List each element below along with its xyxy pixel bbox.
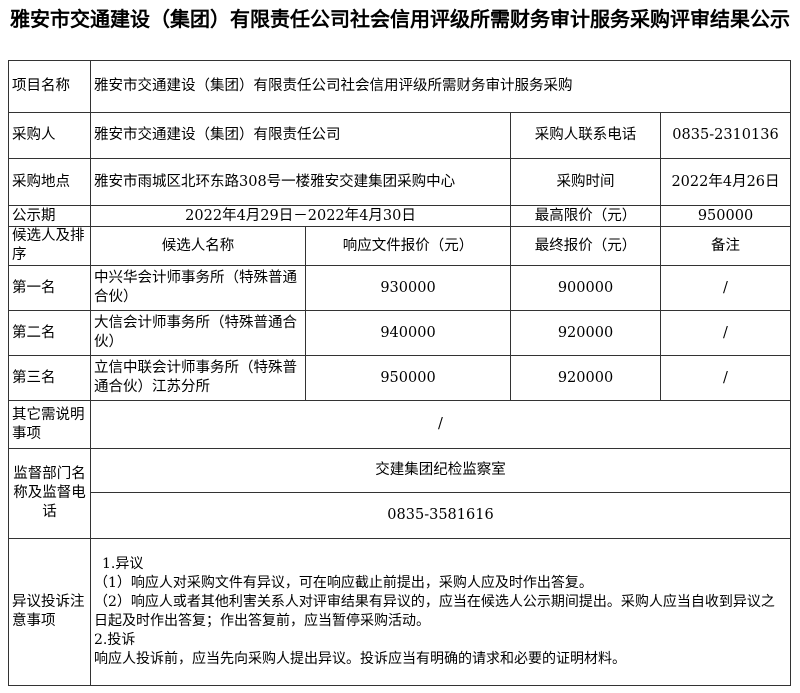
note-line: （1）响应人对采购文件有异议，可在响应截止前提出，采购人应及时作出答复。 <box>94 575 593 591</box>
buyer-row: 采购人 雅安市交通建设（集团）有限责任公司 采购人联系电话 0835-23101… <box>8 112 791 159</box>
period-value: 2022年4月29日－2022年4月30日 <box>90 205 511 227</box>
candidate-rank: 第三名 <box>8 355 91 401</box>
candidate-rank: 第二名 <box>8 310 91 356</box>
location-row: 采购地点 雅安市雨城区北环东路308号一楼雅安交建集团采购中心 采购时间 202… <box>8 158 791 206</box>
other-row: 其它需说明事项 / <box>8 400 791 449</box>
time-value: 2022年4月26日 <box>660 158 791 206</box>
header-name: 候选人名称 <box>90 226 306 266</box>
location-label: 采购地点 <box>8 158 91 206</box>
candidate-note: / <box>660 310 791 356</box>
candidate-note: / <box>660 265 791 311</box>
candidate-name: 立信中联会计师事务所（特殊普通合伙）江苏分所 <box>90 355 306 401</box>
project-value: 雅安市交通建设（集团）有限责任公司社会信用评级所需财务审计服务采购 <box>90 60 791 113</box>
header-rank: 候选人及排序 <box>8 226 91 266</box>
max-price-value: 950000 <box>660 205 791 227</box>
location-value: 雅安市雨城区北环东路308号一楼雅安交建集团采购中心 <box>90 158 511 206</box>
supervision-label: 监督部门名称及监督电话 <box>8 448 91 539</box>
candidate-note: / <box>660 355 791 401</box>
complaint-notes: 1.异议 （1）响应人对采购文件有异议，可在响应截止前提出，采购人应及时作出答复… <box>90 538 791 686</box>
candidate-rank: 第一名 <box>8 265 91 311</box>
candidate-bid: 930000 <box>305 265 511 311</box>
candidate-final: 900000 <box>510 265 661 311</box>
period-label: 公示期 <box>8 205 91 227</box>
result-table: 项目名称 雅安市交通建设（集团）有限责任公司社会信用评级所需财务审计服务采购 采… <box>8 60 791 686</box>
max-price-label: 最高限价（元） <box>510 205 661 227</box>
period-row: 公示期 2022年4月29日－2022年4月30日 最高限价（元） 950000 <box>8 205 791 227</box>
header-final: 最终报价（元） <box>510 226 661 266</box>
project-label: 项目名称 <box>8 60 91 113</box>
supervision-row: 监督部门名称及监督电话 交建集团纪检监察室 <box>8 448 791 539</box>
candidate-name: 中兴华会计师事务所（特殊普通合伙） <box>90 265 306 311</box>
buyer-phone-label: 采购人联系电话 <box>510 112 661 159</box>
supervision-phone: 0835-3581616 <box>90 492 791 539</box>
candidate-bid: 940000 <box>305 310 511 356</box>
header-bid: 响应文件报价（元） <box>305 226 511 266</box>
supervision-phone-row: 0835-3581616 <box>9 492 791 539</box>
header-note: 备注 <box>660 226 791 266</box>
candidate-row: 第一名 中兴华会计师事务所（特殊普通合伙） 930000 900000 / <box>8 265 791 311</box>
other-value: / <box>90 400 791 449</box>
time-label: 采购时间 <box>510 158 661 206</box>
note-line: 响应人投诉前，应当先向采购人提出异议。投诉应当有明确的请求和必要的证明材料。 <box>94 651 626 667</box>
buyer-value: 雅安市交通建设（集团）有限责任公司 <box>90 112 511 159</box>
buyer-phone-value: 0835-2310136 <box>660 112 791 159</box>
other-label: 其它需说明事项 <box>8 400 91 449</box>
note-line: 2.投诉 <box>94 632 136 648</box>
candidate-final: 920000 <box>510 355 661 401</box>
candidate-name: 大信会计师事务所（特殊普通合伙） <box>90 310 306 356</box>
candidate-final: 920000 <box>510 310 661 356</box>
note-line: 1.异议 <box>102 556 144 572</box>
project-row: 项目名称 雅安市交通建设（集团）有限责任公司社会信用评级所需财务审计服务采购 <box>8 60 791 113</box>
note-line: （2）响应人或者其他利害关系人对评审结果有异议的，应当在候选人公示期间提出。采购… <box>94 594 775 629</box>
candidate-row: 第二名 大信会计师事务所（特殊普通合伙） 940000 920000 / <box>8 310 791 356</box>
candidate-bid: 950000 <box>305 355 511 401</box>
complaint-label: 异议投诉注意事项 <box>8 538 91 686</box>
supervision-dept: 交建集团纪检监察室 <box>90 448 791 493</box>
buyer-label: 采购人 <box>8 112 91 159</box>
complaint-row: 异议投诉注意事项 1.异议 （1）响应人对采购文件有异议，可在响应截止前提出，采… <box>8 538 791 686</box>
page-title: 雅安市交通建设（集团）有限责任公司社会信用评级所需财务审计服务采购评审结果公示 <box>10 7 790 31</box>
candidate-row: 第三名 立信中联会计师事务所（特殊普通合伙）江苏分所 950000 920000… <box>8 355 791 401</box>
candidate-header-row: 候选人及排序 候选人名称 响应文件报价（元） 最终报价（元） 备注 <box>8 226 791 266</box>
